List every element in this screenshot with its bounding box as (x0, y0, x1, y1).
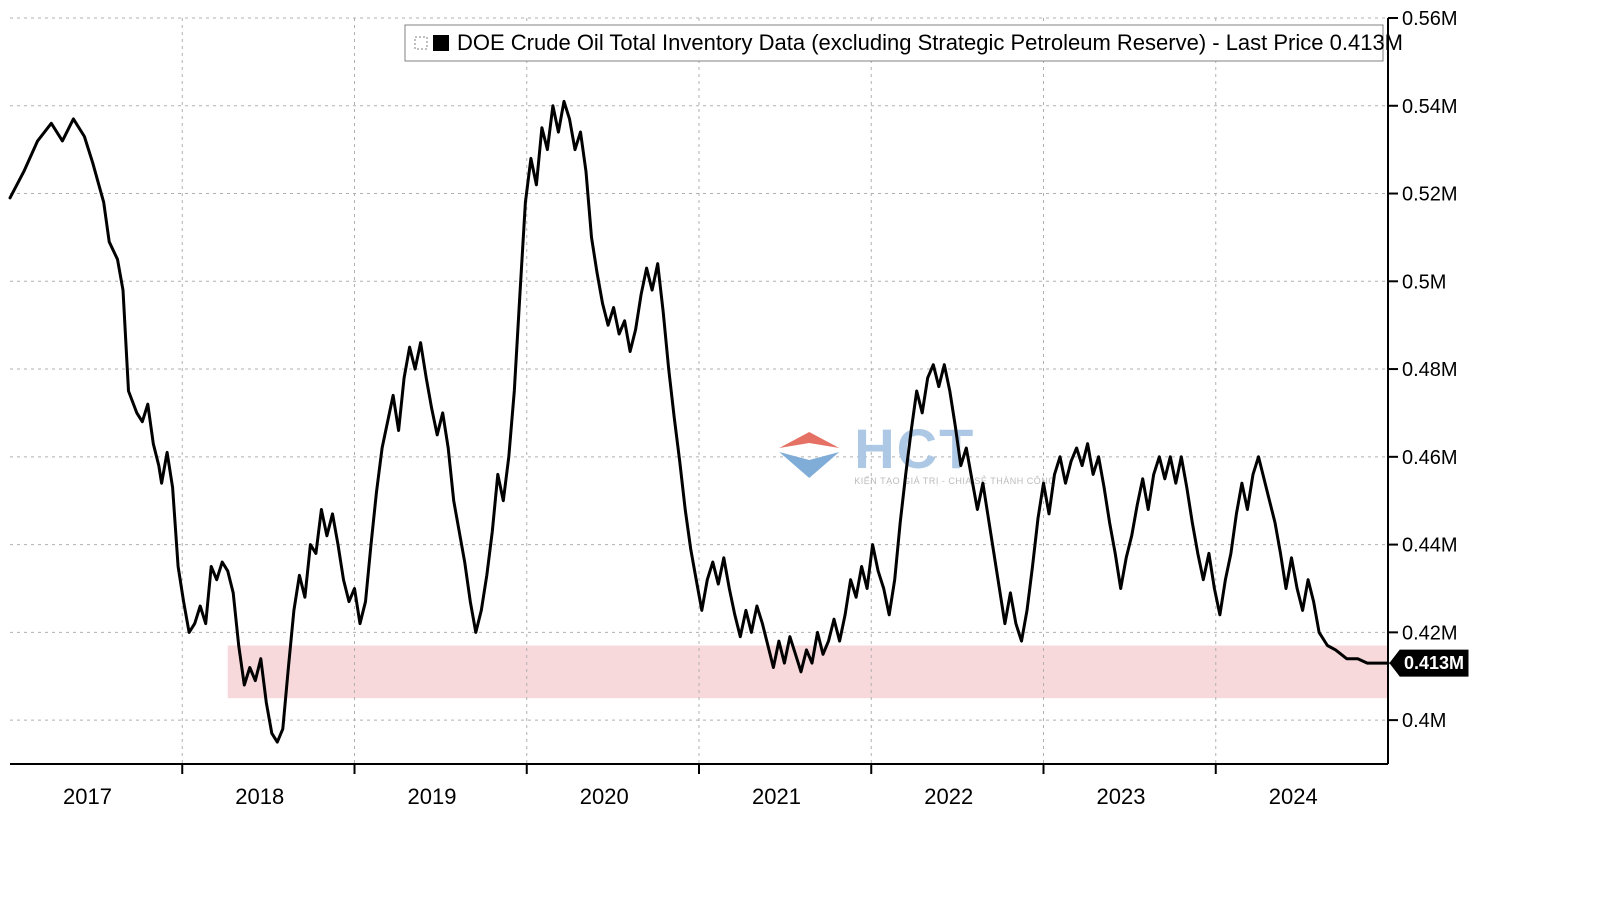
x-tick-label: 2024 (1269, 784, 1318, 809)
chart-container: 0.4M 0.42M 0.44M 0.46M 0.48M 0.5M 0.52M 0.54M 0.… (0, 0, 1600, 914)
line-chart: 0.4M 0.42M 0.44M 0.46M 0.48M 0.5M 0.52M 0.54M 0.… (0, 0, 1600, 914)
legend-swatch-icon (433, 35, 449, 51)
watermark-subtext: KIẾN TẠO GIÁ TRỊ - CHIA SẺ THÀNH CÔNG (854, 475, 1056, 486)
y-tick-label: 0.48M (1402, 359, 1458, 381)
y-tick-label: 0.42M (1402, 622, 1458, 644)
y-tick-label: 0.52M (1402, 184, 1458, 206)
x-tick-label: 2019 (408, 784, 457, 809)
x-tick-label: 2018 (235, 784, 284, 809)
last-price-label: 0.413M (1404, 653, 1464, 673)
legend-text: DOE Crude Oil Total Inventory Data (excl… (457, 30, 1403, 55)
y-tick-label: 0.4M (1402, 710, 1446, 732)
x-tick-label: 2022 (924, 784, 973, 809)
y-tick-label: 0.44M (1402, 535, 1458, 557)
x-tick-label: 2023 (1097, 784, 1146, 809)
y-tick-label: 0.5M (1402, 271, 1446, 293)
x-tick-label: 2020 (580, 784, 629, 809)
y-tick-label: 0.56M (1402, 8, 1458, 30)
chart-bg (0, 0, 1600, 914)
x-tick-label: 2017 (63, 784, 112, 809)
y-tick-label: 0.54M (1402, 96, 1458, 118)
x-tick-label: 2021 (752, 784, 801, 809)
y-tick-label: 0.46M (1402, 447, 1458, 469)
